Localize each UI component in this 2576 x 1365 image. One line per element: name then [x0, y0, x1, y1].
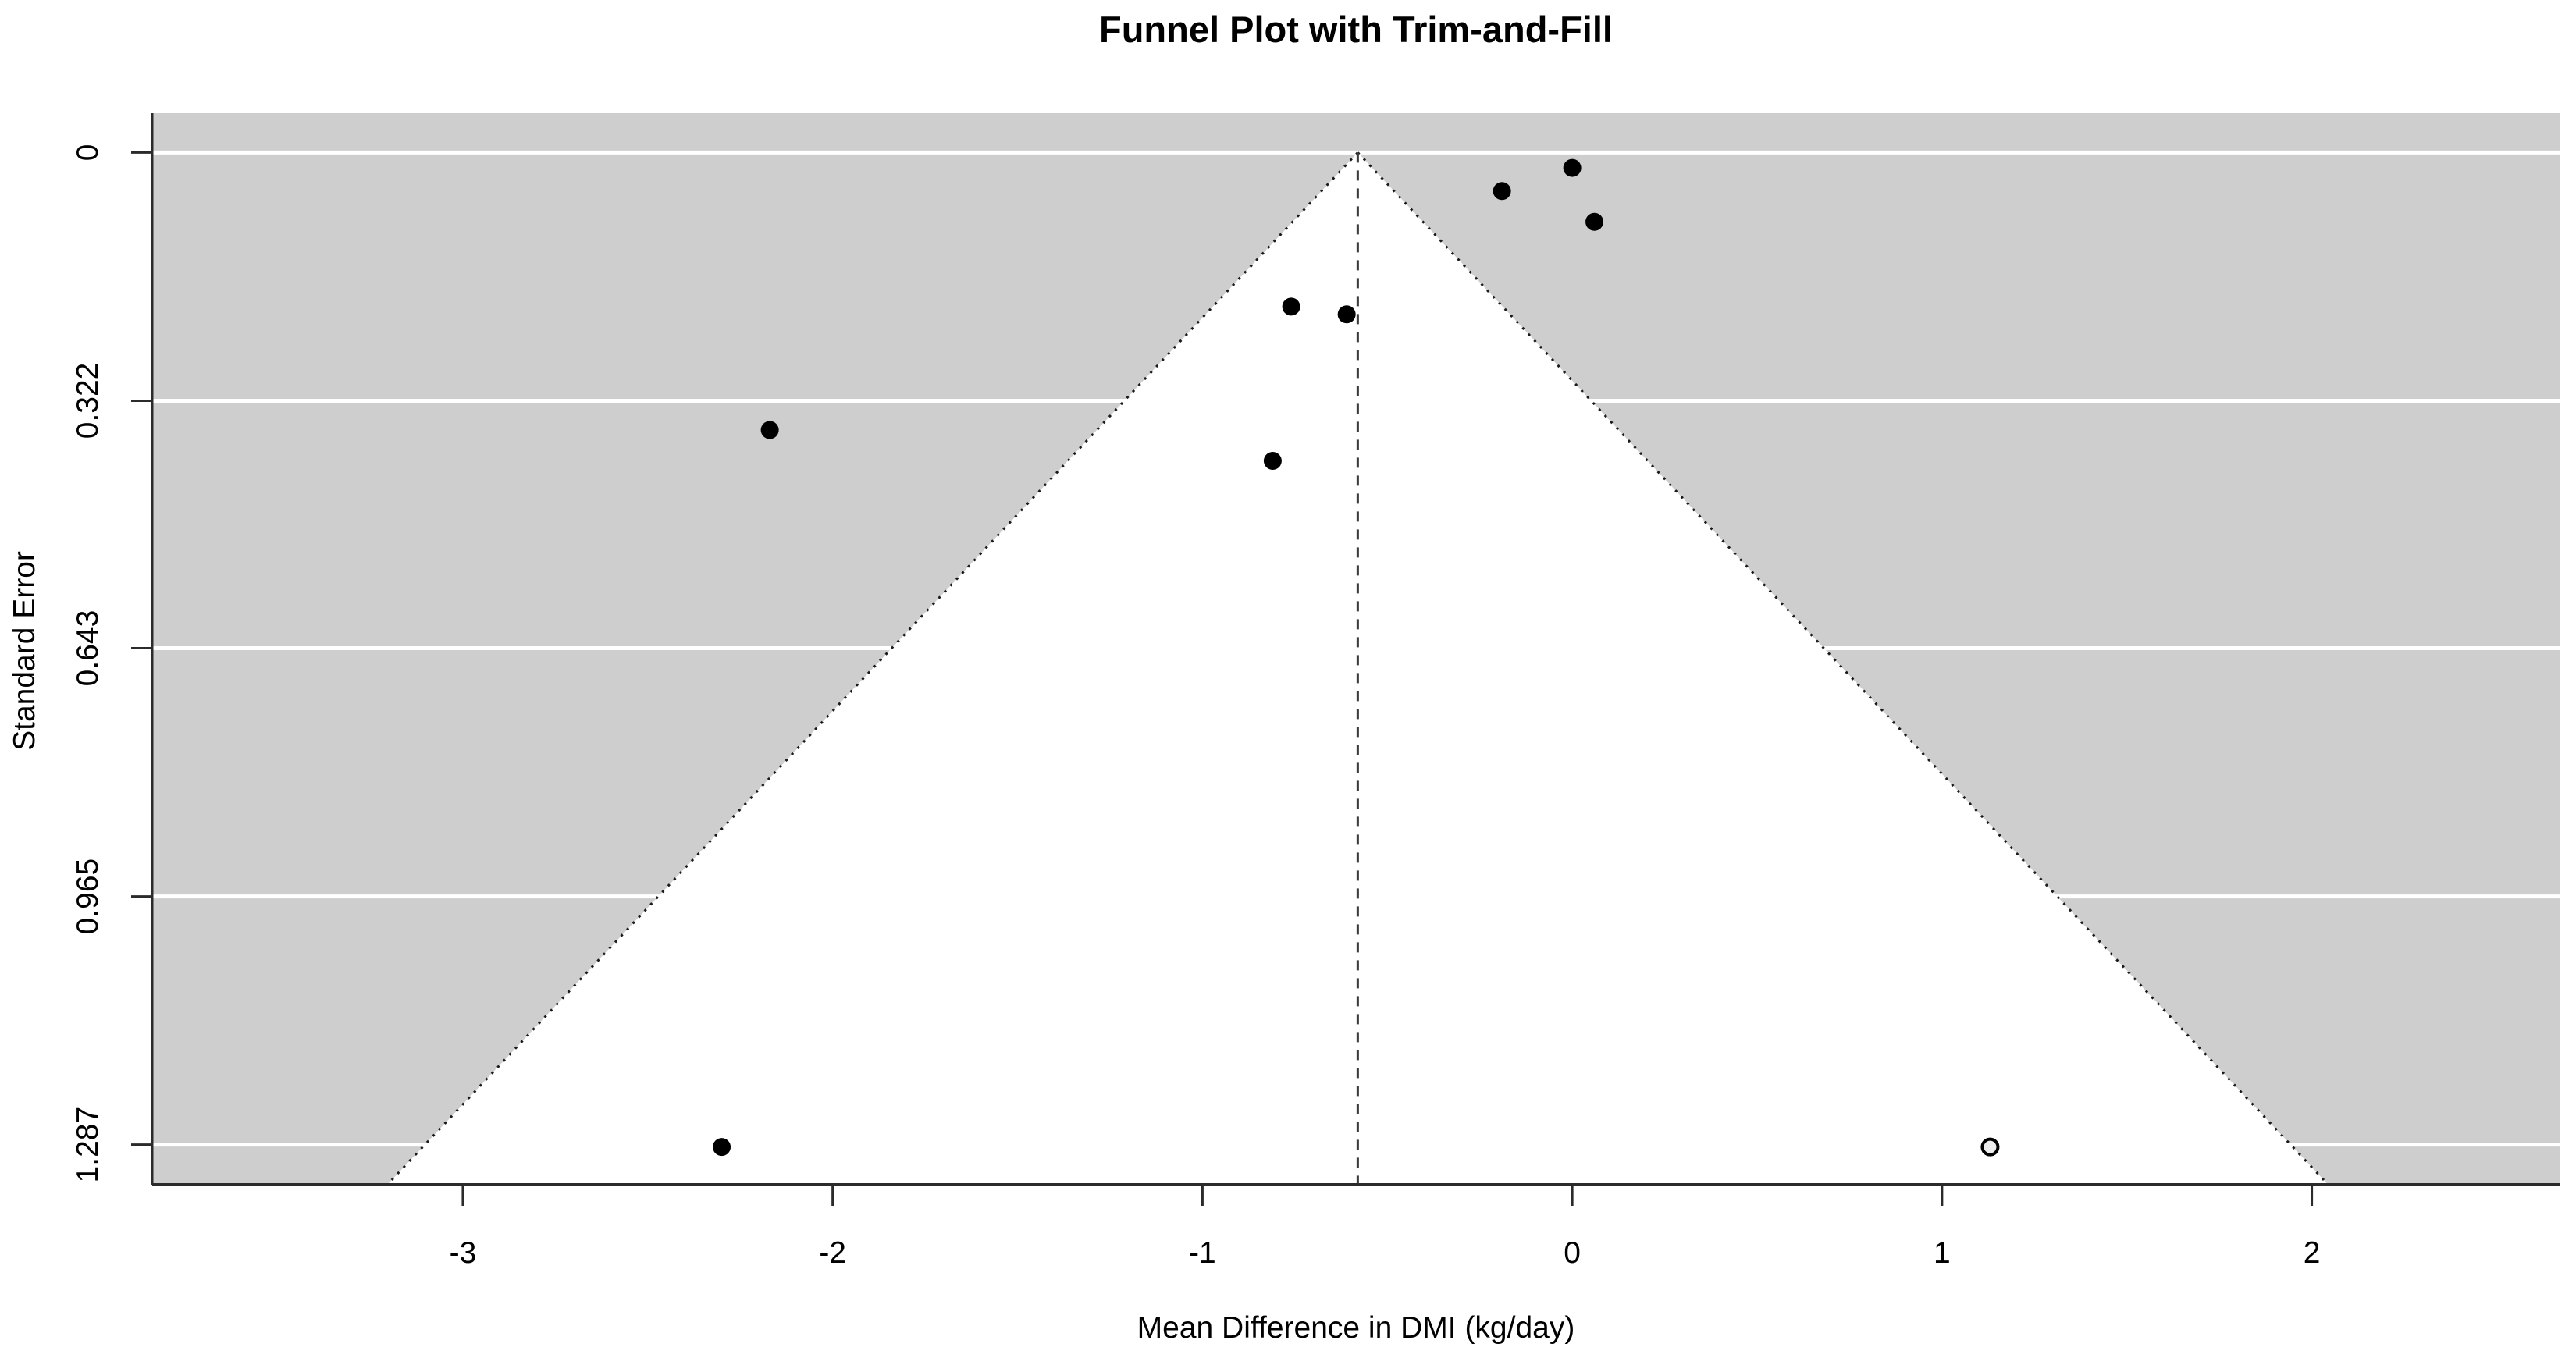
data-point-observed	[1563, 158, 1582, 177]
data-point-observed	[713, 1138, 731, 1157]
y-tick-label: 0	[71, 144, 105, 162]
data-point-observed	[1493, 182, 1511, 201]
data-point-imputed	[1980, 1137, 2000, 1157]
funnel-region	[387, 152, 2329, 1185]
y-axis-title: Standard Error	[8, 551, 41, 751]
data-point-observed	[1585, 212, 1604, 231]
chart-title: Funnel Plot with Trim-and-Fill	[1099, 9, 1613, 50]
y-tick-label: 0.322	[71, 363, 105, 439]
x-tick-label: -3	[450, 1236, 477, 1270]
x-axis-title: Mean Difference in DMI (kg/day)	[1137, 1311, 1575, 1345]
x-tick-label: -1	[1189, 1236, 1216, 1270]
y-tick-label: 1.287	[71, 1107, 105, 1183]
y-tick-label: 0.965	[71, 858, 105, 935]
data-point-observed	[760, 421, 779, 439]
data-point-observed	[1263, 451, 1282, 470]
x-tick-label: 0	[1564, 1236, 1581, 1270]
data-point-observed	[1337, 305, 1356, 324]
x-tick-label: -2	[819, 1236, 846, 1270]
y-tick-label: 0.643	[71, 610, 105, 687]
x-tick-label: 1	[1934, 1236, 1951, 1270]
x-tick-label: 2	[2304, 1236, 2321, 1270]
data-point-observed	[1282, 297, 1300, 316]
